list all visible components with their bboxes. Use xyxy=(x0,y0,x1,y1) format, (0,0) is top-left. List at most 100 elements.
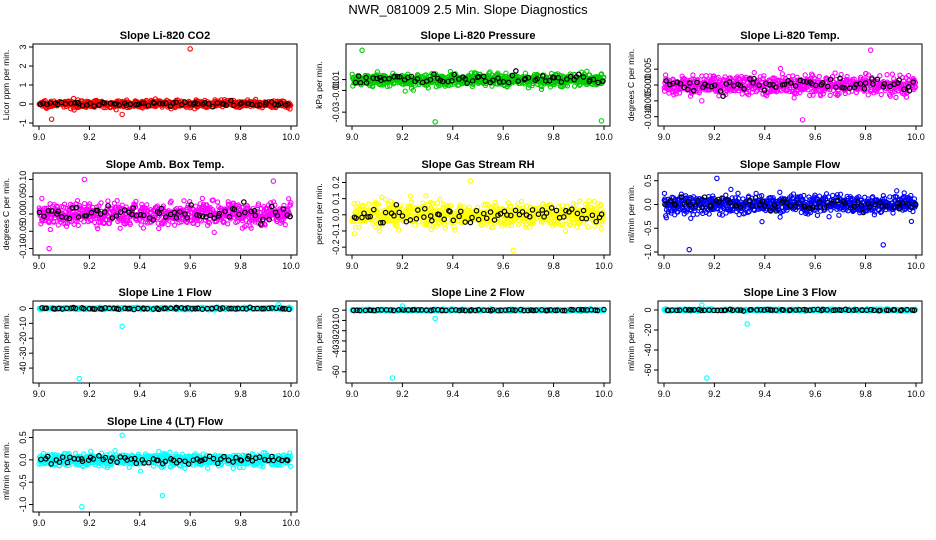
x-tick-label: 9.0 xyxy=(33,132,46,142)
reference-point xyxy=(522,75,528,82)
reference-point xyxy=(861,85,868,92)
reference-point xyxy=(133,101,139,108)
panel-title: Slope Line 1 Flow xyxy=(119,287,212,299)
x-tick-label: 9.4 xyxy=(134,389,147,399)
reference-point xyxy=(694,79,700,86)
figure-title: NWR_081009 2.5 Min. Slope Diagnostics xyxy=(348,2,588,17)
data-point xyxy=(98,200,104,206)
data-point xyxy=(61,201,68,207)
data-points xyxy=(349,47,607,125)
reference-point xyxy=(47,100,53,106)
reference-point xyxy=(352,79,359,86)
panel-title: Slope Li-820 CO2 xyxy=(120,30,210,42)
reference-point xyxy=(386,75,392,82)
x-tick-label: 9.2 xyxy=(83,389,96,399)
y-tick-label: 0.01 xyxy=(331,71,341,89)
data-point xyxy=(877,73,883,79)
data-point xyxy=(816,73,822,80)
data-point xyxy=(810,92,816,98)
data-points xyxy=(36,46,294,122)
reference-point xyxy=(555,74,562,81)
data-point xyxy=(703,73,709,79)
reference-point xyxy=(74,99,81,106)
data-point xyxy=(889,89,895,95)
reference-point xyxy=(135,101,142,108)
y-tick-label: -10 xyxy=(18,317,28,330)
outlier-point xyxy=(867,47,874,53)
data-point xyxy=(900,75,906,81)
x-tick-label: 9.4 xyxy=(759,261,772,271)
data-point xyxy=(863,70,869,77)
reference-point xyxy=(263,100,269,106)
x-tick-label: 9.8 xyxy=(234,389,247,399)
reference-point xyxy=(819,80,826,86)
reference-point xyxy=(138,100,145,107)
y-axis-label: percent per min. xyxy=(314,183,324,244)
reference-point xyxy=(837,75,843,82)
plot-frame xyxy=(32,43,298,127)
data-point xyxy=(745,92,752,98)
data-point xyxy=(794,74,800,80)
reference-point xyxy=(238,100,245,106)
data-point xyxy=(117,225,123,231)
reference-point xyxy=(157,100,163,107)
reference-point xyxy=(427,76,434,83)
data-point xyxy=(735,190,741,196)
data-point xyxy=(408,199,415,205)
reference-point xyxy=(37,101,44,108)
reference-point xyxy=(285,101,291,107)
data-point xyxy=(584,68,590,74)
x-tick-label: 9.4 xyxy=(447,261,460,271)
reference-point xyxy=(792,83,799,89)
data-point xyxy=(696,89,702,96)
y-axis-label: ml/min per min. xyxy=(1,313,11,371)
y-axis-label: degrees C per min. xyxy=(1,178,11,250)
reference-point xyxy=(564,76,570,82)
y-tick-label: -0.03 xyxy=(331,102,341,123)
reference-point xyxy=(846,85,853,92)
reference-point xyxy=(558,79,565,85)
y-tick-label: 0.005 xyxy=(643,58,653,81)
outlier-point xyxy=(510,247,517,254)
y-tick-label: -0.010 xyxy=(643,104,653,130)
data-point xyxy=(836,212,842,218)
reference-point xyxy=(576,71,582,78)
plot-frame xyxy=(345,43,611,127)
reference-point xyxy=(841,85,847,91)
data-point xyxy=(905,72,912,79)
x-tick-label: 9.6 xyxy=(497,132,510,142)
data-point xyxy=(350,83,356,89)
data-point xyxy=(894,188,900,194)
data-point xyxy=(518,198,525,204)
data-point xyxy=(814,212,821,219)
chart-panel-4: Slope Amb. Box Temp.degrees C per min. -0… xyxy=(1,159,300,271)
reference-point xyxy=(223,102,230,109)
panel-title: Slope Amb. Box Temp. xyxy=(106,159,225,171)
data-point xyxy=(171,222,178,228)
data-point xyxy=(442,225,448,231)
reference-point xyxy=(167,103,174,110)
data-point xyxy=(884,72,890,78)
data-point xyxy=(47,226,54,233)
data-point xyxy=(585,224,591,230)
data-point xyxy=(538,86,545,93)
reference-point xyxy=(391,74,397,80)
panel-title: Slope Li-820 Pressure xyxy=(421,30,536,42)
data-point xyxy=(673,91,679,97)
data-point xyxy=(144,202,150,208)
reference-point xyxy=(600,78,606,84)
data-point xyxy=(168,198,174,204)
data-point xyxy=(140,225,147,231)
data-point xyxy=(407,193,414,199)
data-point xyxy=(447,68,454,75)
y-axis-label: Licor ppm per min. xyxy=(1,50,11,120)
x-tick-label: 9.8 xyxy=(859,132,872,142)
panel-title: Slope Li-820 Temp. xyxy=(740,30,839,42)
reference-point xyxy=(377,74,383,81)
x-tick-label: 9.2 xyxy=(708,132,721,142)
outlier-point xyxy=(598,118,605,124)
data-point xyxy=(119,202,125,208)
